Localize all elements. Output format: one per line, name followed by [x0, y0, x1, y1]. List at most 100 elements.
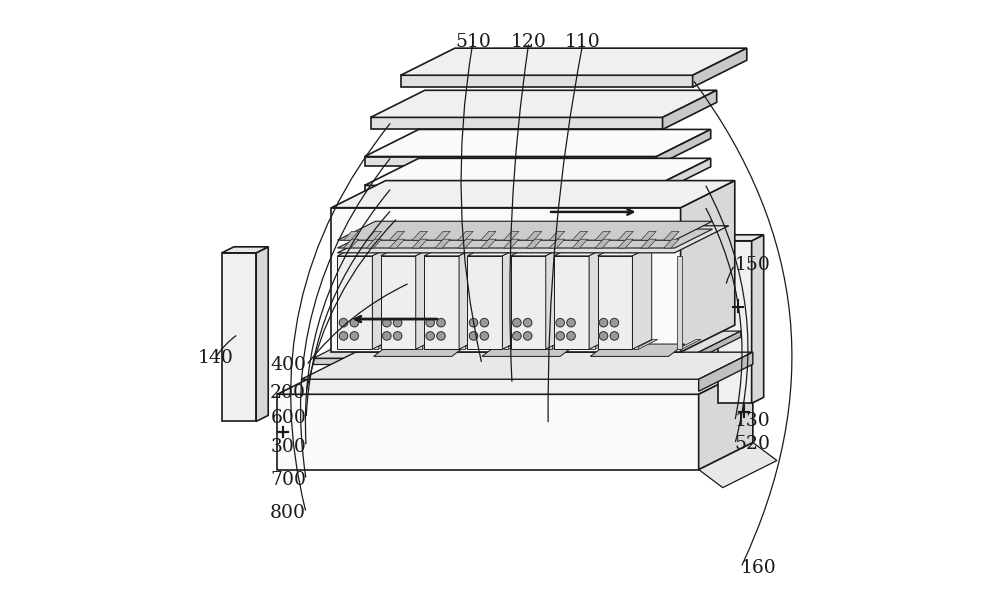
Text: 600: 600: [270, 409, 306, 427]
Polygon shape: [337, 226, 729, 253]
Polygon shape: [374, 340, 398, 349]
Polygon shape: [504, 231, 519, 240]
Polygon shape: [424, 246, 478, 256]
Polygon shape: [460, 340, 484, 349]
Circle shape: [599, 332, 608, 340]
Text: 120: 120: [511, 33, 547, 51]
Polygon shape: [595, 239, 610, 248]
Text: 400: 400: [270, 356, 306, 374]
Polygon shape: [589, 246, 608, 349]
Circle shape: [567, 332, 575, 340]
Polygon shape: [549, 231, 565, 240]
Polygon shape: [365, 185, 657, 194]
Polygon shape: [417, 256, 422, 349]
Polygon shape: [549, 239, 565, 248]
Polygon shape: [677, 340, 701, 349]
Polygon shape: [590, 340, 614, 349]
Polygon shape: [417, 340, 441, 349]
Circle shape: [426, 332, 434, 340]
Polygon shape: [572, 239, 588, 248]
Text: 110: 110: [565, 33, 601, 51]
Polygon shape: [389, 231, 405, 240]
Polygon shape: [277, 394, 699, 470]
Circle shape: [383, 332, 391, 340]
Polygon shape: [301, 352, 753, 379]
Polygon shape: [412, 231, 427, 240]
Polygon shape: [343, 231, 359, 240]
Circle shape: [523, 318, 532, 327]
Polygon shape: [511, 246, 565, 256]
Circle shape: [523, 332, 532, 340]
Polygon shape: [482, 344, 576, 356]
Polygon shape: [389, 239, 405, 248]
Polygon shape: [687, 331, 741, 364]
Circle shape: [383, 318, 391, 327]
Polygon shape: [371, 117, 663, 129]
Polygon shape: [554, 246, 608, 256]
Polygon shape: [381, 256, 416, 349]
Polygon shape: [547, 256, 552, 349]
Polygon shape: [481, 239, 496, 248]
Polygon shape: [632, 246, 652, 349]
Circle shape: [480, 332, 489, 340]
Polygon shape: [331, 181, 735, 208]
Polygon shape: [467, 256, 502, 349]
Polygon shape: [595, 231, 610, 240]
Polygon shape: [554, 256, 589, 349]
Polygon shape: [435, 239, 450, 248]
Circle shape: [437, 318, 445, 327]
Polygon shape: [598, 246, 652, 256]
Polygon shape: [416, 246, 435, 349]
Polygon shape: [401, 48, 747, 75]
Polygon shape: [331, 325, 735, 352]
Text: 160: 160: [741, 559, 777, 577]
Circle shape: [339, 332, 348, 340]
Polygon shape: [718, 241, 752, 403]
Polygon shape: [467, 246, 522, 256]
Circle shape: [350, 332, 359, 340]
Polygon shape: [664, 239, 679, 248]
Polygon shape: [337, 229, 713, 248]
Text: 800: 800: [270, 504, 306, 522]
Polygon shape: [277, 367, 753, 394]
Text: 510: 510: [455, 33, 491, 51]
Text: 300: 300: [270, 438, 306, 456]
Polygon shape: [752, 235, 764, 403]
Polygon shape: [458, 239, 473, 248]
Text: 150: 150: [735, 256, 771, 274]
Polygon shape: [481, 231, 496, 240]
Circle shape: [393, 318, 402, 327]
Polygon shape: [641, 231, 656, 240]
Polygon shape: [366, 239, 382, 248]
Polygon shape: [401, 75, 693, 87]
Circle shape: [393, 332, 402, 340]
Polygon shape: [256, 247, 268, 421]
Polygon shape: [693, 48, 747, 87]
Polygon shape: [634, 256, 638, 349]
Polygon shape: [459, 246, 478, 349]
Polygon shape: [618, 239, 633, 248]
Circle shape: [556, 332, 564, 340]
Polygon shape: [504, 340, 528, 349]
Text: 520: 520: [735, 435, 771, 453]
Polygon shape: [365, 129, 711, 157]
Polygon shape: [657, 129, 711, 166]
Polygon shape: [424, 256, 459, 349]
Polygon shape: [590, 344, 685, 356]
Polygon shape: [381, 246, 435, 256]
Polygon shape: [313, 331, 741, 358]
Circle shape: [610, 318, 619, 327]
Polygon shape: [412, 239, 427, 248]
Polygon shape: [371, 90, 717, 117]
Polygon shape: [222, 247, 268, 253]
Polygon shape: [598, 256, 632, 349]
Circle shape: [610, 332, 619, 340]
Circle shape: [426, 318, 434, 327]
Polygon shape: [572, 231, 588, 240]
Circle shape: [437, 332, 445, 340]
Polygon shape: [699, 442, 777, 488]
Polygon shape: [718, 235, 764, 241]
Polygon shape: [374, 344, 468, 356]
Polygon shape: [546, 246, 565, 349]
Polygon shape: [511, 256, 546, 349]
